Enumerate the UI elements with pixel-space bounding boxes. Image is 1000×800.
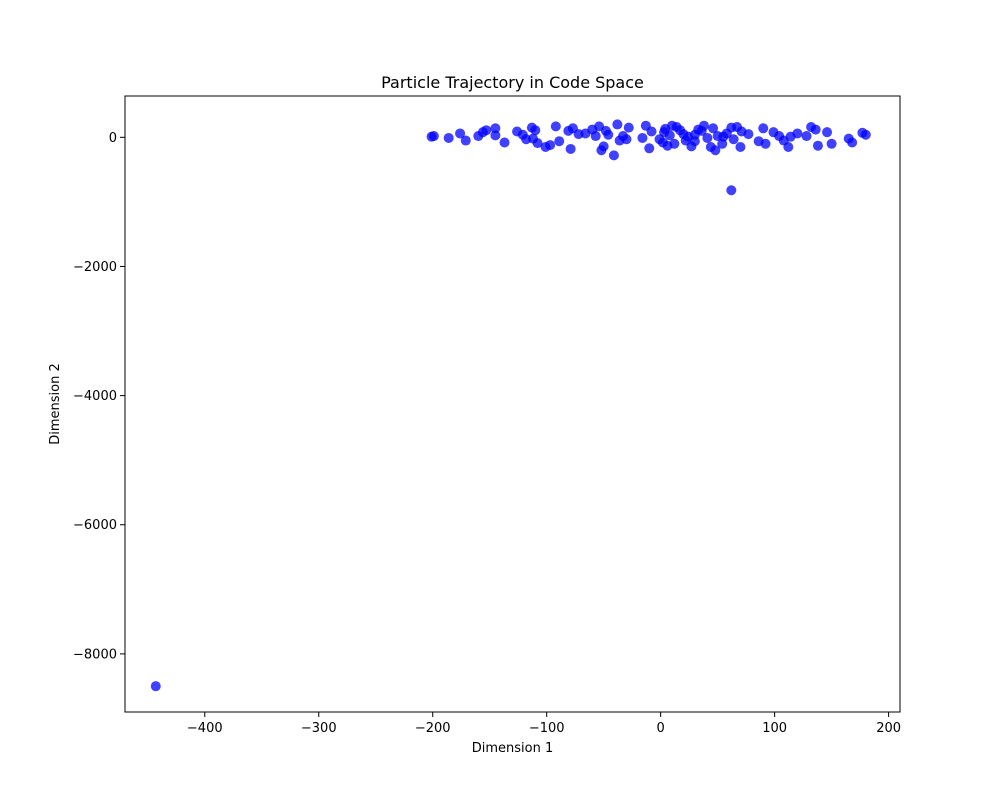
y-tick-label: −2000 [73, 260, 117, 275]
data-point [554, 136, 565, 147]
y-tick-label: −8000 [73, 647, 117, 662]
data-points [150, 119, 871, 692]
data-point [783, 142, 794, 153]
data-point [528, 133, 539, 144]
data-point [792, 128, 803, 139]
data-point [612, 119, 623, 130]
x-tick-label: −300 [301, 721, 337, 736]
data-point [603, 129, 614, 140]
data-point [822, 127, 833, 138]
data-point [499, 137, 510, 148]
data-point [736, 126, 747, 137]
plot-frame [124, 95, 901, 713]
data-point [801, 131, 812, 142]
data-point [580, 128, 591, 139]
data-point [847, 137, 858, 148]
x-tick-label: 100 [762, 721, 787, 736]
data-point [678, 129, 689, 140]
data-point [708, 123, 719, 134]
data-point [490, 130, 501, 141]
data-point [758, 123, 769, 134]
data-point [644, 143, 655, 154]
chart-title: Particle Trajectory in Code Space [381, 73, 644, 92]
data-point [810, 124, 821, 135]
data-point [608, 150, 619, 161]
x-tick-label: −100 [529, 721, 565, 736]
data-point [726, 185, 737, 196]
data-point [428, 131, 439, 142]
data-point [646, 126, 657, 137]
data-point [545, 140, 556, 151]
data-point [460, 135, 471, 146]
data-point [718, 131, 729, 142]
data-point [455, 128, 466, 139]
data-point [728, 134, 739, 145]
data-point [689, 136, 700, 147]
x-axis-label: Dimension 1 [472, 741, 554, 756]
data-point [710, 145, 721, 156]
data-point [481, 125, 492, 136]
y-axis-label: Dimension 2 [48, 363, 63, 445]
data-point [530, 125, 541, 136]
data-point [443, 132, 454, 143]
data-point [621, 134, 632, 145]
data-point [696, 125, 707, 136]
x-axis-ticks: −400 −300 −200 −100 0 100 200 [187, 712, 901, 736]
y-tick-label: −4000 [73, 389, 117, 404]
data-point [659, 127, 670, 138]
data-point [753, 136, 764, 147]
x-tick-label: 0 [657, 721, 665, 736]
y-axis-ticks: −8000 −6000 −4000 −2000 0 [73, 131, 125, 662]
data-point [598, 141, 609, 152]
data-point [637, 132, 648, 143]
data-point [860, 129, 871, 140]
data-point [826, 138, 837, 149]
data-point [150, 681, 161, 692]
y-tick-label: −6000 [73, 518, 117, 533]
x-tick-label: −400 [187, 721, 223, 736]
data-point [550, 121, 561, 132]
y-tick-label: 0 [109, 131, 117, 146]
data-point [565, 143, 576, 154]
data-point [490, 123, 501, 134]
x-tick-label: 200 [876, 721, 901, 736]
data-point [702, 132, 713, 143]
data-point [735, 142, 746, 153]
x-tick-label: −200 [415, 721, 451, 736]
data-point [812, 140, 823, 151]
data-point [623, 122, 634, 133]
data-point [669, 138, 680, 149]
data-point [590, 131, 601, 142]
